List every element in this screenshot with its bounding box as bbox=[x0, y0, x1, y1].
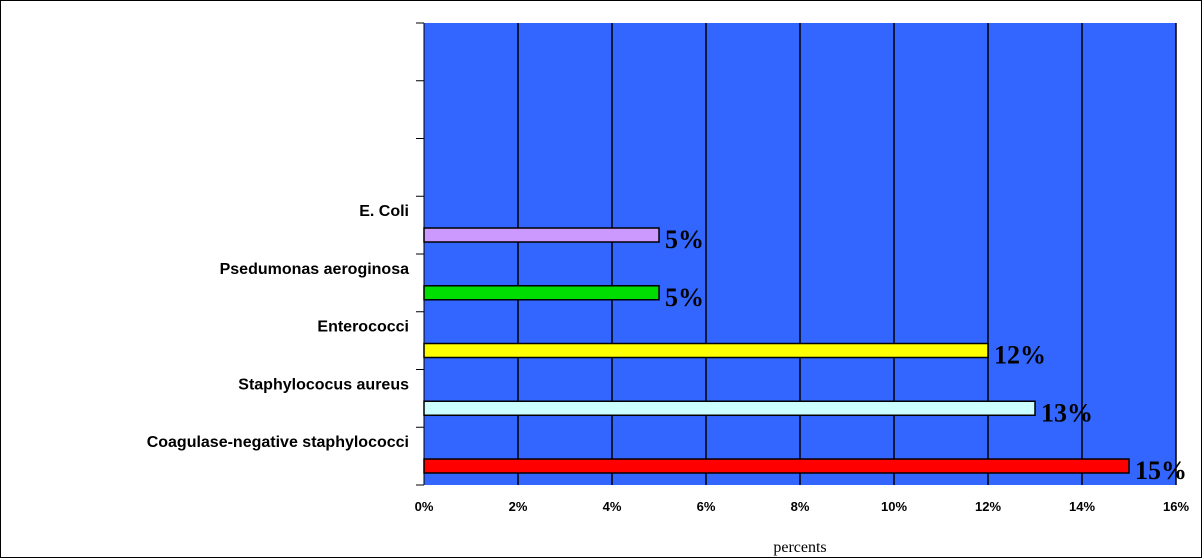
x-tick-label: 2% bbox=[509, 499, 528, 514]
category-label: Coagulase-negative staphylococci bbox=[147, 434, 409, 451]
data-label: 15% bbox=[1135, 456, 1187, 485]
data-label: 5% bbox=[665, 283, 704, 312]
bars bbox=[423, 227, 1130, 474]
x-tick-label: 12% bbox=[975, 499, 1001, 514]
x-tick-label: 16% bbox=[1163, 499, 1189, 514]
category-axis bbox=[416, 22, 425, 486]
x-tick-label: 10% bbox=[881, 499, 907, 514]
x-tick-label: 0% bbox=[415, 499, 434, 514]
data-label: 5% bbox=[665, 225, 704, 254]
category-label: E. Coli bbox=[359, 203, 409, 220]
category-label: Enterococci bbox=[317, 319, 409, 336]
x-tick-label: 6% bbox=[697, 499, 716, 514]
bar-1 bbox=[423, 400, 1036, 417]
category-label: Psedumonas aeroginosa bbox=[220, 261, 409, 278]
bar-0 bbox=[423, 458, 1130, 474]
gridlines bbox=[517, 23, 1177, 485]
x-axis-title: percents bbox=[773, 539, 826, 556]
labels: 0% 2% 4% 6% 8% 10% 12% 14% 16% Coagulase-negative… bbox=[147, 203, 1190, 514]
data-label: 13% bbox=[1041, 398, 1093, 427]
x-tick-label: 14% bbox=[1069, 499, 1095, 514]
data-label: 12% bbox=[994, 341, 1046, 370]
bar-4 bbox=[423, 227, 660, 243]
x-tick-label: 8% bbox=[791, 499, 810, 514]
bar-2 bbox=[423, 342, 989, 359]
bar-3 bbox=[423, 285, 660, 301]
x-tick-label: 4% bbox=[603, 499, 622, 514]
category-label: Staphylococus aureus bbox=[238, 376, 409, 393]
